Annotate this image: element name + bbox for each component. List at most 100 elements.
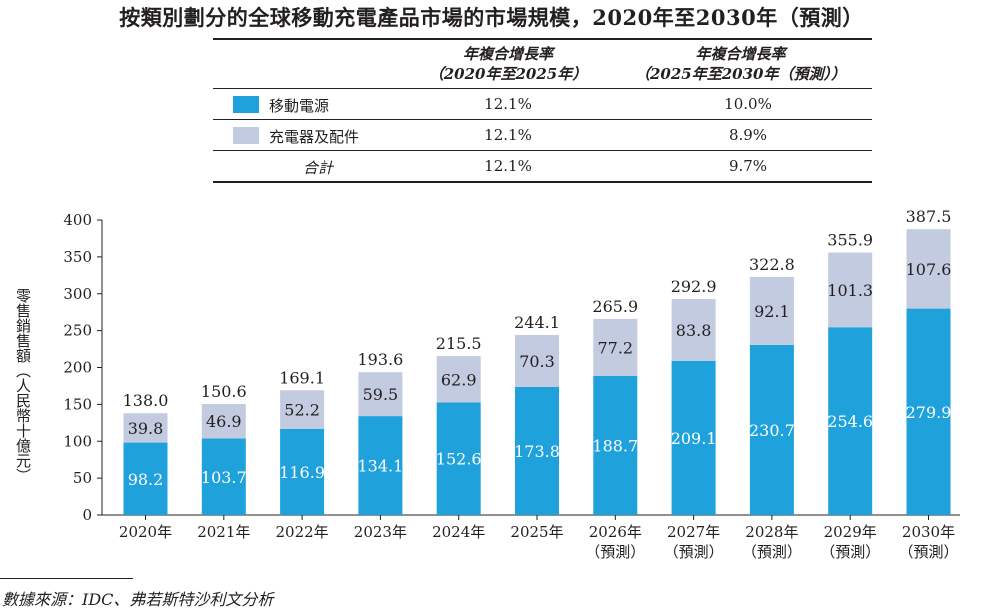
y-axis-label: 零售銷售額（人民幣十億元） bbox=[14, 287, 32, 483]
data-label-charger: 46.9 bbox=[206, 412, 242, 431]
y-tick-label: 200 bbox=[63, 359, 92, 377]
cagr-header-period: （2020年至2025年） bbox=[428, 65, 588, 83]
bar-segment-charger bbox=[593, 318, 638, 376]
x-tick-label: （預測） bbox=[820, 543, 880, 561]
cagr-row-charger: 充電器及配件 12.1% 8.9% bbox=[213, 120, 872, 151]
bar-segment-power-bank bbox=[906, 308, 951, 515]
data-label-total: 292.9 bbox=[671, 277, 717, 296]
row-label: 合計 bbox=[303, 159, 334, 177]
source-note: 數據來源：IDC、弗若斯特沙利文分析 bbox=[2, 590, 274, 609]
cagr-header-title: 年複合增長率 bbox=[462, 45, 553, 63]
x-tick-label: 2024年 bbox=[432, 523, 485, 541]
x-tick-label: （預測） bbox=[585, 543, 645, 561]
data-label-total: 244.1 bbox=[514, 313, 560, 332]
bar-segment-power-bank bbox=[358, 416, 403, 515]
chart-title: 按類別劃分的全球移動充電產品市場的市場規模，2020年至2030年（預測） bbox=[119, 5, 864, 30]
bar-segment-charger bbox=[749, 276, 794, 345]
data-label-charger: 101.3 bbox=[827, 281, 873, 300]
bar-segment-charger bbox=[280, 390, 325, 429]
y-tick-label: 400 bbox=[63, 211, 92, 229]
bar-segment-charger bbox=[671, 298, 716, 361]
data-label-total: 169.1 bbox=[279, 368, 325, 387]
bar-segment-power-bank bbox=[201, 438, 246, 515]
y-tick-label: 300 bbox=[63, 285, 92, 303]
x-tick-label: 2025年 bbox=[510, 523, 563, 541]
cagr-value: 10.0% bbox=[724, 95, 772, 113]
data-label-charger: 52.2 bbox=[284, 401, 320, 420]
bar-segment-charger bbox=[828, 252, 873, 328]
data-label-charger: 92.1 bbox=[754, 302, 790, 321]
y-tick-label: 100 bbox=[63, 432, 92, 450]
y-tick-label: 350 bbox=[63, 248, 92, 266]
bar-segment-power-bank bbox=[593, 375, 638, 515]
bar-segment-power-bank bbox=[515, 386, 559, 515]
x-tick-label: 2028年 bbox=[745, 523, 798, 541]
x-tick-label: 2021年 bbox=[197, 523, 250, 541]
data-label-power-bank: 103.7 bbox=[201, 468, 247, 487]
y-tick-label: 150 bbox=[63, 395, 92, 413]
x-tick-label: （預測） bbox=[664, 543, 724, 561]
data-label-charger: 62.9 bbox=[441, 370, 477, 389]
charger-legend-swatch bbox=[233, 127, 259, 144]
cagr-header-title: 年複合增長率 bbox=[695, 45, 786, 63]
bar-segment-power-bank bbox=[280, 428, 325, 515]
bar-segment-charger bbox=[358, 372, 403, 417]
data-label-total: 193.6 bbox=[357, 350, 403, 369]
x-tick-label: （預測） bbox=[898, 543, 958, 561]
bar-segment-charger bbox=[906, 229, 951, 309]
cagr-table: 年複合增長率 （2020年至2025年） 年複合增長率 （2025年至2030年… bbox=[213, 38, 872, 183]
data-label-power-bank: 254.6 bbox=[827, 412, 873, 431]
bar-segment-charger bbox=[123, 413, 168, 443]
data-label-total: 138.0 bbox=[123, 391, 169, 410]
data-label-charger: 39.8 bbox=[128, 419, 164, 438]
data-label-total: 265.9 bbox=[592, 297, 638, 316]
x-tick-label: 2026年 bbox=[589, 523, 642, 541]
cagr-table-header: 年複合增長率 （2020年至2025年） 年複合增長率 （2025年至2030年… bbox=[213, 40, 872, 89]
row-label: 充電器及配件 bbox=[269, 128, 360, 146]
data-label-total: 355.9 bbox=[827, 231, 873, 250]
data-label-total: 150.6 bbox=[201, 382, 247, 401]
cagr-header-2025-2030: 年複合增長率 （2025年至2030年（預測）） bbox=[613, 44, 868, 84]
data-label-charger: 107.6 bbox=[906, 260, 952, 279]
data-label-total: 322.8 bbox=[749, 255, 795, 274]
data-label-total: 215.5 bbox=[436, 334, 482, 353]
data-label-charger: 59.5 bbox=[363, 385, 399, 404]
cagr-header-2020-2025: 年複合增長率 （2020年至2025年） bbox=[398, 44, 618, 84]
data-label-power-bank: 188.7 bbox=[592, 436, 638, 455]
cagr-value: 12.1% bbox=[484, 95, 532, 113]
stacked-bar-chart: 0 50 100 150 200 250 300 350 400 98.2 39.8 138.0 202… bbox=[63, 207, 960, 561]
data-label-charger: 77.2 bbox=[597, 338, 633, 357]
bar-segment-charger bbox=[201, 403, 246, 439]
power-bank-legend-swatch bbox=[233, 96, 259, 113]
data-label-power-bank: 98.2 bbox=[128, 470, 164, 489]
data-label-power-bank: 173.8 bbox=[514, 442, 560, 461]
data-label-charger: 70.3 bbox=[519, 352, 555, 371]
x-tick-label: 2020年 bbox=[119, 523, 172, 541]
cagr-row-power-bank: 移動電源 12.1% 10.0% bbox=[213, 89, 872, 120]
cagr-row-total: 合計 12.1% 9.7% bbox=[213, 151, 872, 181]
bar-segment-power-bank bbox=[828, 327, 873, 515]
bar-segment-power-bank bbox=[436, 402, 481, 515]
cagr-value: 12.1% bbox=[484, 126, 532, 144]
x-tick-label: （預測） bbox=[742, 543, 802, 561]
bar-segment-power-bank bbox=[671, 360, 716, 515]
x-tick-label: 2027年 bbox=[667, 523, 720, 541]
x-tick-label: 2030年 bbox=[902, 523, 955, 541]
data-label-power-bank: 230.7 bbox=[749, 421, 795, 440]
source-divider bbox=[0, 578, 133, 579]
data-label-charger: 83.8 bbox=[676, 321, 712, 340]
y-tick-label: 0 bbox=[82, 506, 92, 524]
cagr-value: 9.7% bbox=[728, 157, 768, 175]
cagr-value: 8.9% bbox=[728, 126, 768, 144]
x-tick-label: 2022年 bbox=[276, 523, 329, 541]
data-label-power-bank: 116.9 bbox=[279, 463, 325, 482]
x-tick-label: 2029年 bbox=[824, 523, 877, 541]
data-label-power-bank: 209.1 bbox=[671, 429, 717, 448]
bar-segment-power-bank bbox=[749, 344, 794, 515]
cagr-header-period: （2025年至2030年（預測）） bbox=[635, 65, 846, 83]
data-label-power-bank: 152.6 bbox=[436, 450, 482, 469]
data-label-power-bank: 134.1 bbox=[357, 457, 403, 476]
row-label: 移動電源 bbox=[269, 97, 330, 115]
bar-segment-charger bbox=[515, 334, 559, 387]
bar-segment-charger bbox=[436, 356, 481, 403]
